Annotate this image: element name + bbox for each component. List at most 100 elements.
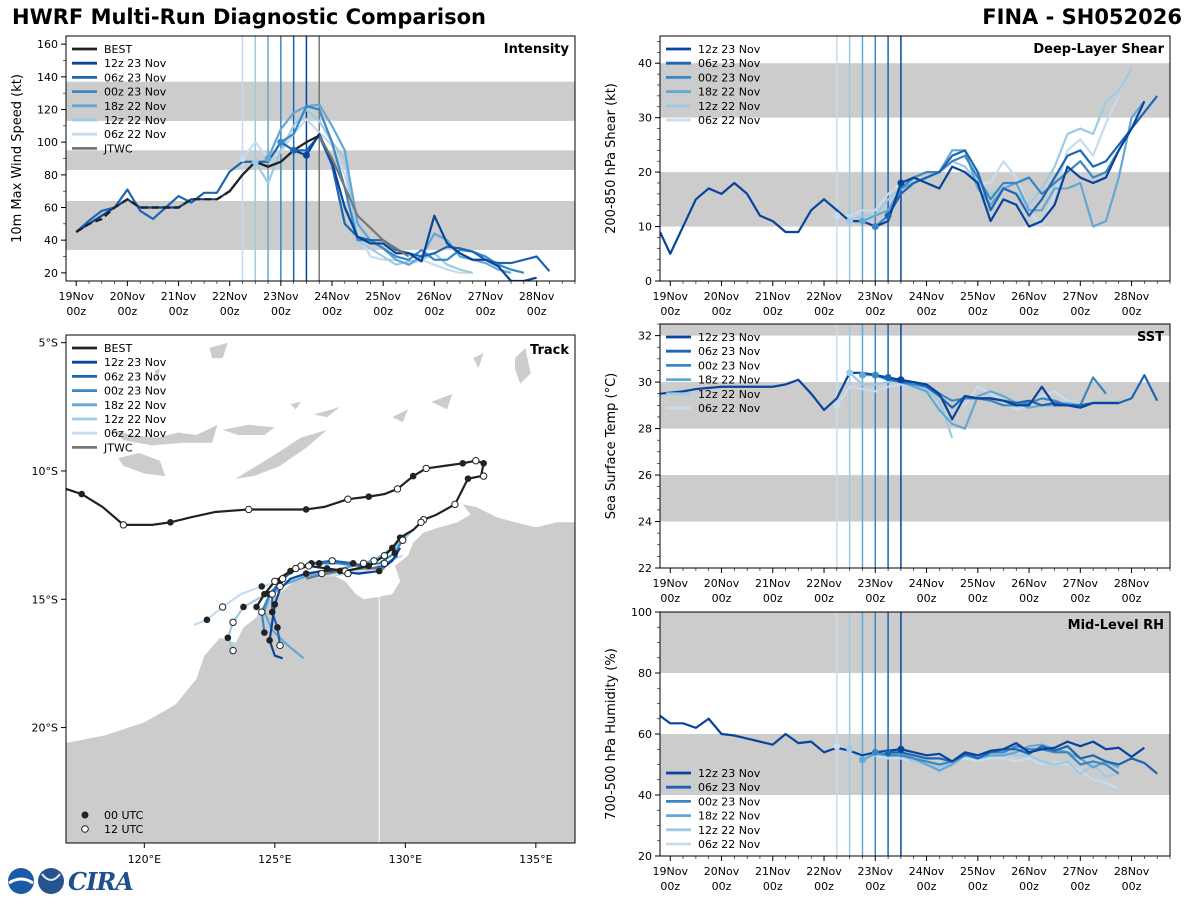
marker-12utc-2 [344,495,352,503]
panel-title-intensity: Intensity [504,42,570,57]
init-marker-06z-22-nov [833,742,841,750]
xtick-label-day-5: 24Nov [909,577,945,590]
marker-00utc-18 [266,637,273,644]
xtick-label-hour-2: 00z [763,592,783,605]
xtick-label-day-4: 23Nov [858,865,894,878]
ytick-label-32: 32 [638,330,652,343]
marker-00utc-3 [365,493,373,500]
xtick-label-hour-3: 00z [220,305,240,318]
xtick-label-day-2: 21Nov [755,865,791,878]
xtick-label-hour-0: 00z [66,305,86,318]
marker-00utc-26 [240,603,247,611]
xtick-label-hour-7: 00z [1019,592,1039,605]
marker-00utc-8 [388,544,396,552]
marker-12utc-23 [229,646,237,655]
xtick-label-hour-9: 00z [1122,305,1142,318]
xtick-label-hour-5: 00z [917,592,937,605]
xtick-label-day-7: 26Nov [417,290,453,303]
marker-00utc-30 [261,629,268,636]
xtick-label-hour-6: 00z [968,592,988,605]
xtick-label-hour-4: 00z [865,305,885,318]
panel-shear: 0 10 20 30 40 19Nov 00z 20Nov 00z 21Nov 00z 22Nov 00… [604,35,1171,318]
ytick-label-22: 22 [638,562,652,575]
marker-12utc-20 [359,559,368,568]
xtick-label-day-1: 20Nov [704,577,740,590]
xtick-label-hour-6: 00z [968,880,988,893]
xtick-label-day-6: 25Nov [365,290,401,303]
xtick-label-day-3: 22Nov [806,865,842,878]
ytick-label-40: 40 [638,57,652,70]
ytick-label-60: 60 [638,728,652,741]
ytick-label-10: 10 [638,221,652,234]
xtick-label-track-120: 120°E [128,853,161,866]
init-marker-06z-22-nov [833,401,841,409]
ylabel-shear: 200-850 hPa Shear (kt) [604,83,619,234]
legend-label-jtwc: JTWC [103,441,133,454]
marker-12utc-28 [417,518,425,526]
land [66,342,575,843]
legend-label-06z-23-nov: 06z 23 Nov [104,370,167,383]
marker-12utc-12 [370,557,378,565]
ytick-label-20: 20 [638,166,652,179]
band-2 [660,324,1170,336]
init-marker-18z-22-nov [858,756,866,764]
ytick-label-60: 60 [44,202,58,215]
xtick-label-day-4: 23Nov [858,290,894,303]
island-11 [154,368,160,382]
ytick-label-26: 26 [638,469,652,482]
init-marker-12z-23-nov [897,179,905,187]
ytick-label-40: 40 [638,789,652,802]
marker-legend-00-icon [81,811,89,819]
legend-label-jtwc: JTWC [103,142,133,155]
xtick-label-day-0: 19Nov [653,290,689,303]
ylabel-sst: Sea Surface Temp (°C) [604,373,619,520]
xtick-label-track-125: 125°E [258,853,291,866]
marker-00utc-2 [302,506,310,513]
storm-name: FINA - SH052026 [982,5,1182,29]
marker-00utc-28 [203,616,211,624]
marker-12utc-17 [258,608,266,616]
xtick-label-hour-5: 00z [917,880,937,893]
xtick-label-hour-7: 00z [1019,305,1039,318]
ytick-label-120: 120 [37,104,58,117]
island-5 [392,409,408,423]
panel-intensity: 20 40 60 80 100 120 140 160 19Nov 00z 20Nov 00z 21No… [10,35,576,318]
legend-label-00z-23-nov: 00z 23 Nov [104,385,167,398]
ytick-label-100: 100 [37,136,58,149]
xtick-label-day-0: 19Nov [58,290,94,303]
xtick-label-hour-3: 00z [814,880,834,893]
ytick-label-100: 100 [631,606,652,619]
legend-label-12z-22-nov: 12z 22 Nov [698,824,761,837]
island-2 [235,429,328,479]
marker-legend-12-icon [81,825,89,833]
marker-12utc-5 [472,457,480,465]
legend-label-06z-22-nov: 06z 22 Nov [698,114,761,127]
xtick-label-day-8: 27Nov [468,290,504,303]
axes-frame-track [65,334,576,844]
xtick-label-hour-5: 00z [322,305,342,318]
marker-12utc-30 [268,590,276,598]
ytick-label-track-3: 20°S [32,722,58,735]
marker-12utc-25 [344,569,352,578]
ytick-label-30: 30 [638,112,652,125]
init-marker-18z-22-nov [858,217,866,225]
marker-12utc-19 [318,569,326,578]
ytick-label-track-0: 5°S [39,337,58,350]
island-8 [473,352,484,369]
marker-legend-12-label: 12 UTC [104,823,144,836]
xtick-label-hour-2: 00z [763,880,783,893]
xtick-label-day-8: 27Nov [1063,577,1099,590]
track-18z-22-nov [263,531,409,660]
init-marker-06z-22-nov [833,212,841,220]
band-1 [660,612,1170,673]
band-0 [66,200,575,250]
xtick-label-hour-6: 00z [373,305,393,318]
ytick-label-28: 28 [638,423,652,436]
panel-title-sst: SST [1137,330,1164,345]
xtick-label-hour-7: 00z [424,305,444,318]
legend-label-12z-22-nov: 12z 22 Nov [104,114,167,127]
xtick-label-hour-0: 00z [660,305,680,318]
ytick-label-40: 40 [44,234,58,247]
xtick-label-day-7: 26Nov [1011,577,1047,590]
